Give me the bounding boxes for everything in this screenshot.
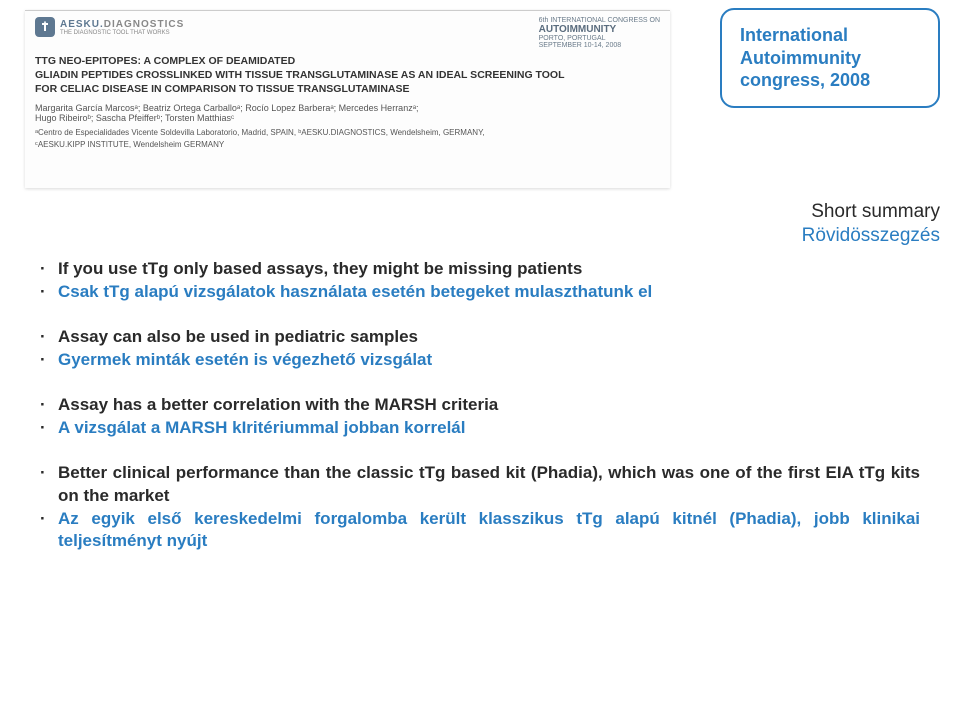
conference-info: 6th INTERNATIONAL CONGRESS ON AUTOIMMUNI… bbox=[539, 17, 660, 49]
logo-tagline: THE DIAGNOSTIC TOOL THAT WORKS bbox=[60, 30, 184, 36]
bullet-hu: A vizsgálat a MARSH kIritériummal jobban… bbox=[58, 417, 920, 440]
conf-line: PORTO, PORTUGAL bbox=[539, 35, 660, 42]
poster-affiliations: ᵃCentro de Especialidades Vicente Soldev… bbox=[35, 127, 660, 151]
logo-name: AESKU. bbox=[60, 19, 104, 30]
poster-authors: Margarita García Marcosᵃ; Beatriz Ortega… bbox=[35, 103, 660, 123]
context-line: International bbox=[740, 24, 920, 47]
summary-heading: Short summary Rövidösszegzés bbox=[802, 200, 940, 248]
conf-line: SEPTEMBER 10-14, 2008 bbox=[539, 42, 660, 49]
poster-title: TTG NEO-EPITOPES: A COMPLEX OF DEAMIDATE… bbox=[35, 54, 660, 97]
context-line: Autoimmunity bbox=[740, 47, 920, 70]
summary-en: Short summary bbox=[802, 200, 940, 224]
summary-hu: Rövidösszegzés bbox=[802, 224, 940, 248]
bullet-en: Assay can also be used in pediatric samp… bbox=[58, 326, 920, 349]
aesku-logo: AESKU.DIAGNOSTICS THE DIAGNOSTIC TOOL TH… bbox=[35, 17, 184, 37]
conf-title: AUTOIMMUNITY bbox=[539, 24, 660, 35]
context-line: congress, 2008 bbox=[740, 69, 920, 92]
bullet-en: If you use tTg only based assays, they m… bbox=[58, 258, 920, 281]
bullet-hu: Az egyik első kereskedelmi forgalomba ke… bbox=[58, 508, 920, 554]
logo-icon bbox=[35, 17, 55, 37]
bullet-hu: Gyermek minták esetén is végezhető vizsg… bbox=[58, 349, 920, 372]
logo-name2: DIAGNOSTICS bbox=[104, 19, 184, 30]
context-box: International Autoimmunity congress, 200… bbox=[720, 8, 940, 108]
bullet-en: Assay has a better correlation with the … bbox=[58, 394, 920, 417]
summary-list: If you use tTg only based assays, they m… bbox=[58, 258, 920, 575]
conf-line: 6th INTERNATIONAL CONGRESS ON bbox=[539, 17, 660, 24]
bullet-en: Better clinical performance than the cla… bbox=[58, 462, 920, 508]
bullet-hu: Csak tTg alapú vizsgálatok használata es… bbox=[58, 281, 920, 304]
poster-header-image: AESKU.DIAGNOSTICS THE DIAGNOSTIC TOOL TH… bbox=[25, 10, 670, 188]
